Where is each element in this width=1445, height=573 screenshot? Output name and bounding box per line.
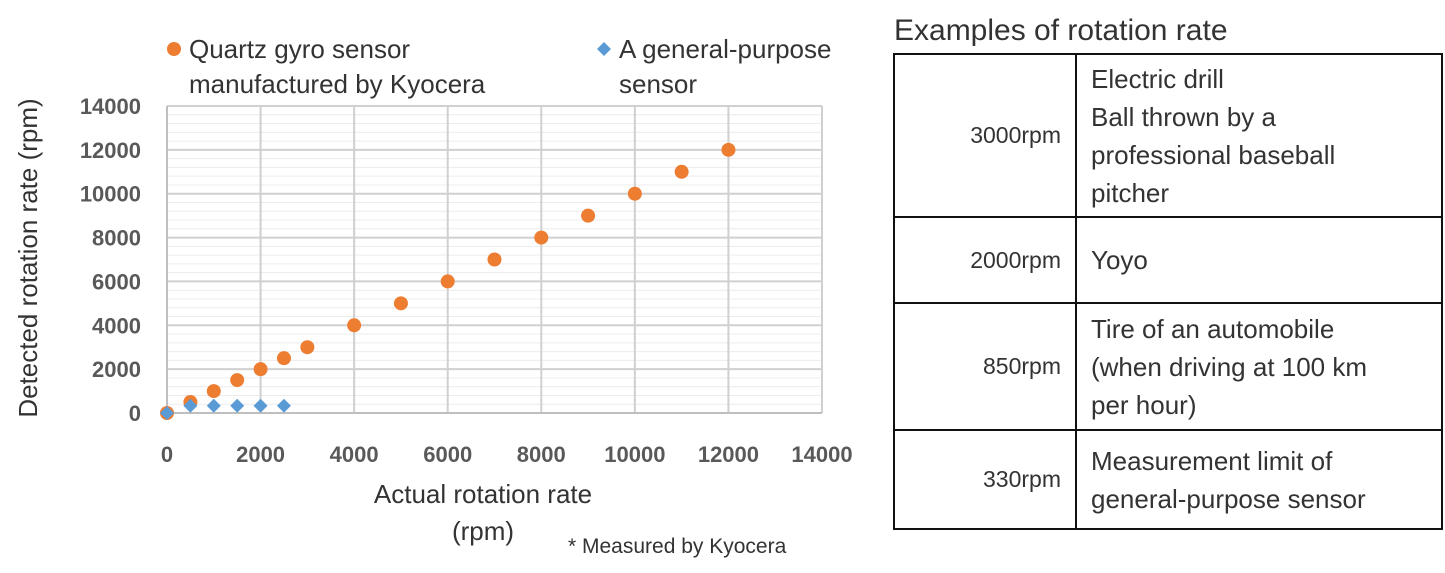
legend-diamond-icon [597,42,611,56]
quartz-gyro-point [581,208,596,223]
example-cell: Tire of an automobile (when driving at 10… [1075,302,1443,431]
quartz-gyro-point [674,164,689,179]
rate-cell: 3000rpm [893,53,1077,218]
example-cell: Measurement limit of general-purpose sens… [1075,429,1443,530]
example-line: Yoyo [1091,245,1148,275]
quartz-gyro-point [721,142,736,157]
legend-label: sensor [619,69,697,99]
table-row: 850rpm Tire of an automobile (when driving… [893,302,1443,431]
example-line: general-purpose sensor [1091,483,1366,514]
table-row: 3000rpm Electric drill Ball thrown by a pro… [893,53,1443,218]
example-cell: Yoyo [1075,216,1443,304]
y-tick-label: 4000 [92,313,141,338]
x-tick-label: 14000 [791,442,852,467]
legend: Quartz gyro sensor manufactured by Kyocer… [167,34,831,99]
y-tick-label: 12000 [80,138,141,163]
axes [166,106,822,414]
x-tick-label: 4000 [330,442,379,467]
y-tick-label: 14000 [80,94,141,119]
example-line: per hour) [1091,389,1197,420]
example-line: (when driving at 100 km [1091,351,1368,382]
rate-cell: 330rpm [893,429,1077,530]
measurement-note: * Measured by Kyocera [568,535,787,558]
example-line: professional baseball [1091,139,1336,170]
example-line: Ball thrown by a [1091,101,1276,132]
x-axis-title: Actual rotation rate (rpm) [374,479,592,546]
legend-label: Quartz gyro sensor [189,34,410,64]
table-title: Examples of rotation rate [894,14,1228,47]
x-tick-label: 8000 [517,442,566,467]
y-tick-labels: 0 2000 4000 6000 8000 10000 12000 14000 [80,94,141,426]
x-tick-label: 12000 [698,442,759,467]
quartz-gyro-point [534,230,549,245]
quartz-gyro-point [300,340,315,355]
y-tick-label: 2000 [92,357,141,382]
quartz-gyro-point [230,373,245,388]
quartz-gyro-point [487,252,502,267]
y-axis-title: Detected rotation rate (rpm) [13,98,43,417]
y-tick-label: 6000 [92,269,141,294]
y-tick-label: 8000 [92,226,141,251]
rotation-rate-table: 3000rpm Electric drill Ball thrown by a pro… [893,53,1443,530]
rate-cell: 850rpm [893,302,1077,431]
general-sensor-point [160,406,174,420]
x-axis-title-line: (rpm) [452,516,514,546]
table-row: 330rpm Measurement limit of general-purpos… [893,429,1443,530]
quartz-gyro-point [627,186,642,201]
x-tick-label: 6000 [423,442,472,467]
general-sensor-point [230,398,245,413]
general-sensor-point [206,398,221,413]
quartz-gyro-point [206,384,221,399]
x-tick-label: 10000 [604,442,665,467]
data-points [160,142,736,420]
y-tick-label: 10000 [80,182,141,207]
table-row: 2000rpm Yoyo [893,216,1443,304]
quartz-gyro-point [253,362,268,377]
quartz-gyro-point [347,318,362,333]
example-line: Measurement limit of [1091,445,1333,476]
example-line: Tire of an automobile [1091,313,1335,344]
quartz-gyro-point [440,274,455,289]
general-sensor-point [183,398,198,413]
example-cell: Electric drill Ball thrown by a profession… [1075,53,1443,218]
x-tick-labels: 0 2000 4000 6000 8000 10000 12000 14000 [161,442,853,467]
example-line: pitcher [1091,177,1170,208]
grid-lines [166,105,823,414]
scatter-chart: 0 2000 4000 6000 8000 10000 12000 14000 0 2000 40… [13,34,853,558]
x-tick-label: 2000 [236,442,285,467]
quartz-gyro-point [393,296,408,311]
general-sensor-point [253,398,268,413]
x-tick-label: 0 [161,442,173,467]
example-line: Electric drill [1091,63,1224,94]
legend-circle-icon [167,42,181,56]
x-axis-title-line: Actual rotation rate [374,479,592,509]
general-sensor-point [276,398,291,413]
y-tick-label: 0 [129,401,141,426]
rate-cell: 2000rpm [893,216,1077,304]
quartz-gyro-point [276,351,291,366]
legend-label: A general-purpose [619,34,831,64]
legend-label: manufactured by Kyocera [189,69,486,99]
